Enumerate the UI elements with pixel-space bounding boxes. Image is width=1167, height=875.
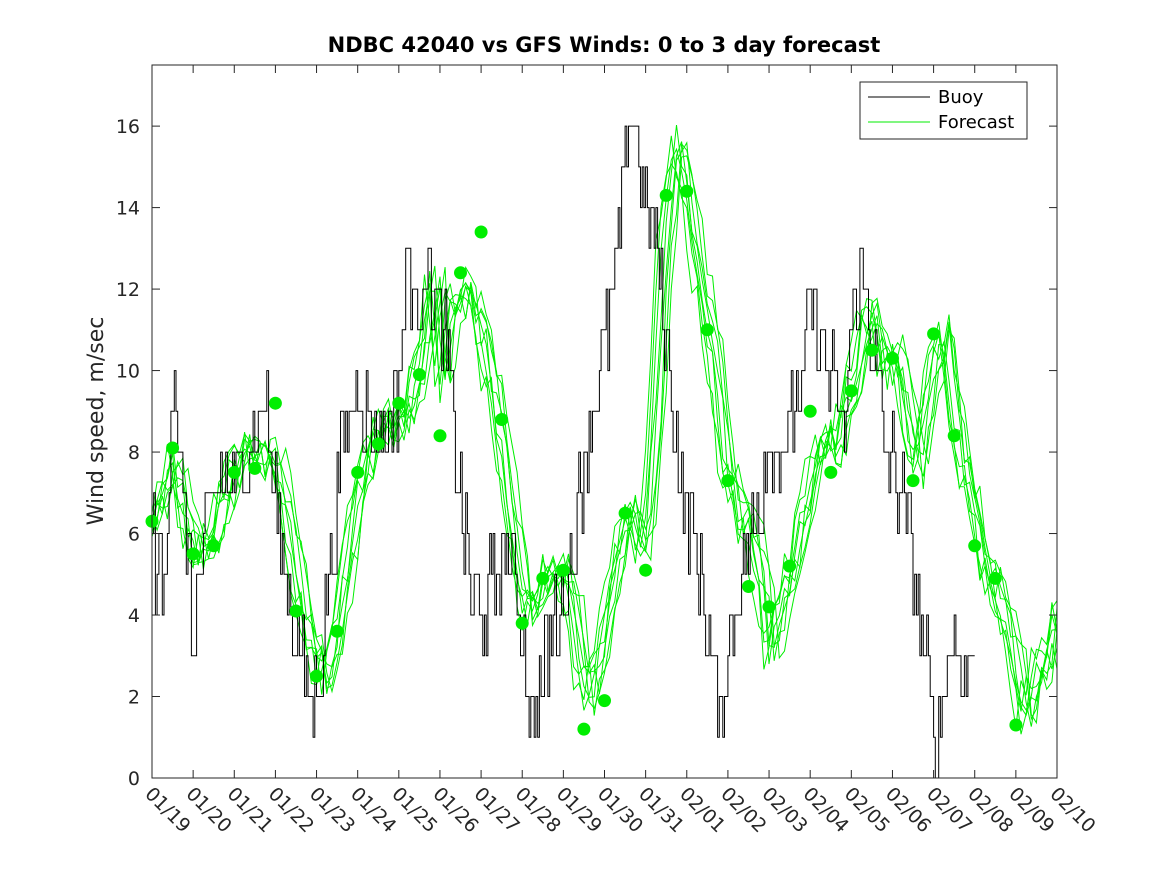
- legend-forecast-label: Forecast: [938, 112, 1014, 133]
- y-axis-label: Wind speed, m/sec: [84, 317, 109, 526]
- forecast-point: [186, 547, 200, 561]
- y-tick-label: 6: [128, 524, 140, 546]
- legend: Buoy Forecast: [859, 81, 1028, 140]
- forecast-point: [412, 368, 426, 382]
- legend-buoy-label: Buoy: [938, 87, 984, 108]
- chart-title: NDBC 42040 vs GFS Winds: 0 to 3 day fore…: [328, 33, 881, 57]
- forecast-point: [680, 184, 694, 198]
- forecast-point: [844, 384, 858, 398]
- buoy-trace: [152, 125, 975, 779]
- forecast-point: [495, 413, 509, 426]
- forecast-point: [454, 266, 467, 280]
- forecast-point: [639, 563, 653, 577]
- forecast-point: [762, 600, 776, 614]
- forecast-point: [330, 624, 344, 638]
- forecast-point: [947, 429, 961, 443]
- forecast-point: [556, 563, 570, 577]
- forecast-point: [268, 396, 282, 410]
- y-tick-label: 0: [128, 768, 140, 790]
- forecast-point: [618, 506, 632, 520]
- forecast-point: [577, 722, 591, 736]
- forecast-point: [351, 465, 365, 479]
- forecast-point: [721, 474, 735, 488]
- y-tick-label: 4: [128, 605, 140, 627]
- forecast-point: [659, 188, 673, 202]
- forecast-point: [392, 396, 406, 410]
- forecast-point: [700, 323, 714, 337]
- forecast-markers: [145, 184, 1023, 736]
- forecast-point: [803, 404, 817, 418]
- forecast-point: [1009, 718, 1023, 732]
- forecast-point: [536, 571, 550, 585]
- forecast-point: [927, 327, 941, 341]
- forecast-trace-2: [151, 142, 1058, 721]
- forecast-point: [886, 351, 899, 365]
- y-tick-label: 12: [116, 279, 140, 301]
- forecast-point: [371, 437, 385, 451]
- forecast-point: [865, 343, 879, 357]
- forecast-trace-3: [151, 141, 1058, 727]
- forecast-point: [227, 465, 241, 479]
- forecast-point: [433, 429, 447, 443]
- y-axis: 0 2 4 6 8 10 12 14 16: [116, 116, 1057, 790]
- forecast-point: [310, 669, 323, 683]
- forecast-point: [988, 571, 1002, 585]
- y-tick-label: 10: [116, 361, 140, 383]
- forecast-point: [824, 465, 838, 479]
- forecast-point: [474, 225, 488, 239]
- forecast-point: [906, 474, 920, 488]
- legend-box: [859, 81, 1028, 140]
- forecast-point: [248, 461, 262, 475]
- series-layer: [151, 125, 1058, 779]
- forecast-point: [207, 539, 221, 553]
- y-tick-label: 16: [116, 116, 140, 138]
- forecast-point: [289, 604, 303, 618]
- forecast-point: [968, 539, 982, 553]
- forecast-point: [598, 694, 611, 708]
- y-tick-label: 14: [116, 198, 140, 220]
- forecast-point: [783, 559, 797, 573]
- forecast-point: [515, 616, 529, 630]
- y-tick-label: 8: [128, 442, 140, 464]
- forecast-point: [742, 580, 755, 593]
- forecast-point: [166, 441, 180, 455]
- y-tick-label: 2: [128, 687, 140, 709]
